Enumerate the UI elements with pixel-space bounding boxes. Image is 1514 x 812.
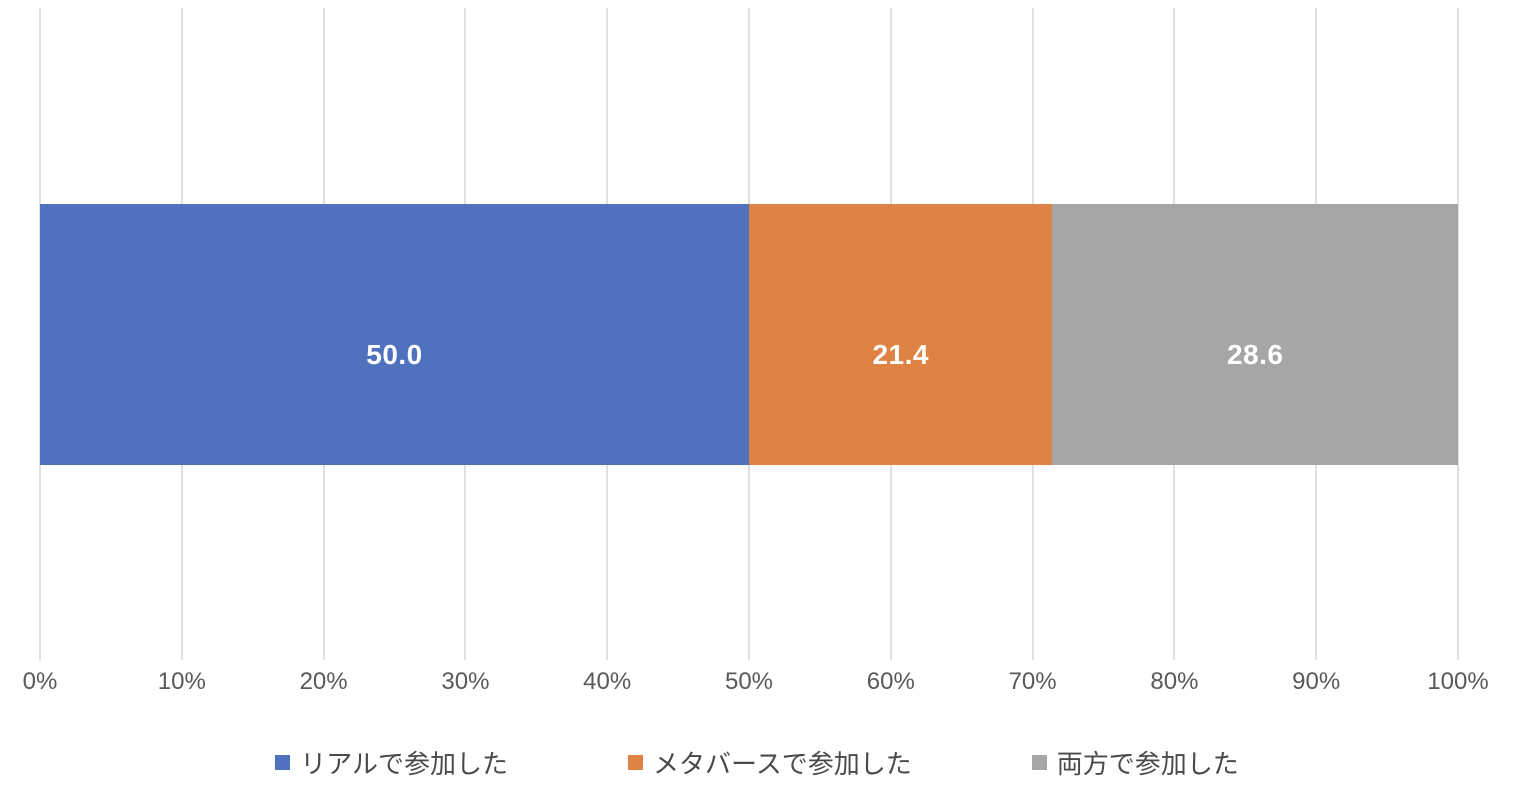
x-tick-label: 30% bbox=[441, 668, 490, 695]
x-axis: 0% 10% 20% 30% 40% 50% 60% 70% 80% 90% 100% bbox=[23, 668, 1489, 702]
legend: リアルで参加した メタバースで参加した 両方で参加した bbox=[0, 744, 1514, 781]
legend-label: リアルで参加した bbox=[300, 749, 509, 779]
x-tick-label: 10% bbox=[157, 668, 206, 695]
legend-item-1: リアルで参加した bbox=[275, 744, 508, 781]
legend-label: メタバースで参加した bbox=[653, 749, 912, 779]
x-tick-label: 20% bbox=[299, 668, 348, 695]
gridline-100% bbox=[1457, 8, 1459, 660]
bar-segment-3: 28.6 bbox=[1052, 204, 1458, 465]
x-tick-label: 0% bbox=[22, 668, 58, 695]
data-label: 50.0 bbox=[366, 338, 423, 370]
stacked-bar: 50.0 21.4 28.6 bbox=[40, 204, 1458, 465]
legend-marker-icon bbox=[275, 755, 291, 770]
data-label: 28.6 bbox=[1226, 338, 1284, 370]
x-tick-label: 40% bbox=[583, 668, 632, 695]
data-label: 21.4 bbox=[872, 338, 929, 370]
legend-item-2: メタバースで参加した bbox=[628, 744, 912, 781]
legend-marker-icon bbox=[1031, 755, 1047, 770]
bar-segment-2: 21.4 bbox=[749, 204, 1053, 465]
x-tick-label: 80% bbox=[1150, 668, 1199, 695]
x-tick-label: 90% bbox=[1292, 668, 1341, 695]
x-tick-label: 70% bbox=[1008, 668, 1057, 695]
legend-label: 両方で参加した bbox=[1056, 749, 1239, 779]
x-tick-label: 60% bbox=[866, 668, 915, 695]
x-tick-label: 100% bbox=[1427, 668, 1489, 695]
bar-segment-1: 50.0 bbox=[40, 204, 749, 465]
plot-area: 50.0 21.4 28.6 bbox=[39, 8, 1459, 660]
legend-item-3: 両方で参加した bbox=[1031, 744, 1239, 781]
legend-marker-icon bbox=[628, 755, 644, 770]
x-tick-label: 50% bbox=[724, 668, 774, 695]
